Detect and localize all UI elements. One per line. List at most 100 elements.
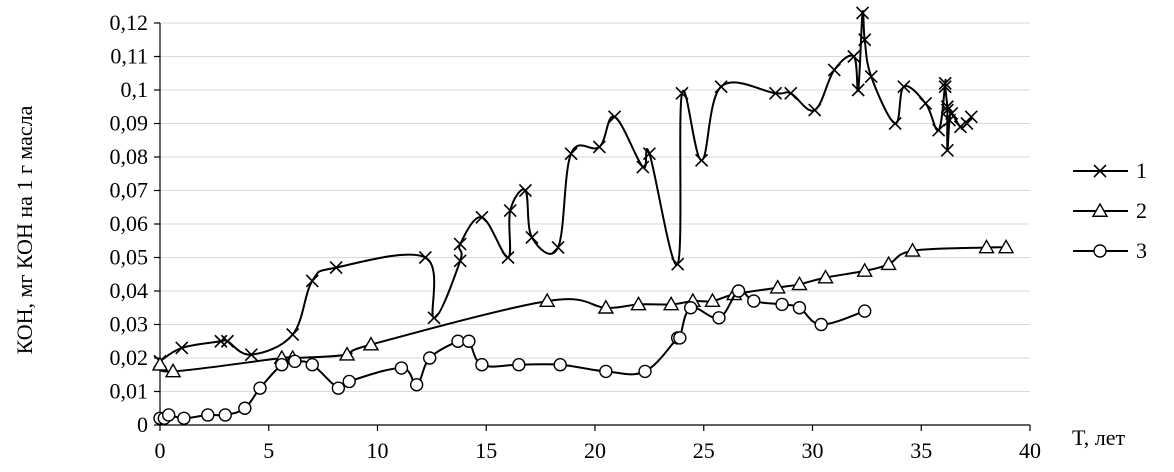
data-point-3 xyxy=(409,378,424,392)
legend-label: 2 xyxy=(1136,198,1147,223)
x-tick-label: 35 xyxy=(910,438,932,463)
series-1 xyxy=(153,6,978,368)
legend-layer: 1 2 3 xyxy=(1073,158,1147,263)
y-tick-label: 0,08 xyxy=(110,144,149,169)
data-point-1 xyxy=(427,311,441,325)
data-point-3 xyxy=(218,408,232,422)
data-point-1 xyxy=(220,334,234,348)
data-point-1 xyxy=(453,237,467,251)
y-tick-label: 0,01 xyxy=(110,379,149,404)
y-tick-label: 0,02 xyxy=(110,345,149,370)
x-axis-title: T, лет xyxy=(1072,425,1126,450)
x-tick-label: 10 xyxy=(367,438,389,463)
data-point-3 xyxy=(177,411,191,425)
data-point-1 xyxy=(286,327,300,342)
y-tick-label: 0,07 xyxy=(110,178,149,203)
x-tick-label: 5 xyxy=(263,438,274,463)
data-point-1 xyxy=(960,116,974,131)
data-point-1 xyxy=(329,260,343,275)
data-point-1 xyxy=(525,230,539,244)
data-point-3 xyxy=(275,358,289,372)
data-point-1 xyxy=(938,80,952,94)
data-point-3 xyxy=(684,301,698,315)
x-tick-label: 15 xyxy=(475,438,497,463)
x-tick-label: 20 xyxy=(584,438,606,463)
data-point-2 xyxy=(791,275,808,291)
data-point-1 xyxy=(453,254,467,268)
data-point-2 xyxy=(362,336,380,351)
data-point-3 xyxy=(731,284,746,298)
x-tick-label: 40 xyxy=(1019,438,1041,463)
data-point-1 xyxy=(551,240,565,255)
data-point-3 xyxy=(238,401,252,415)
series-line-3 xyxy=(159,289,866,420)
legend-marker xyxy=(1093,164,1107,178)
legend-label: 1 xyxy=(1136,158,1147,183)
data-point-1 xyxy=(938,76,952,90)
data-point-1 xyxy=(953,120,967,134)
data-point-3 xyxy=(747,294,761,308)
series-line-2 xyxy=(158,246,1007,373)
data-point-1 xyxy=(768,86,783,100)
data-point-3 xyxy=(161,408,176,422)
data-point-3 xyxy=(792,301,807,315)
data-point-3 xyxy=(342,374,356,389)
data-point-1 xyxy=(671,257,685,271)
data-point-1 xyxy=(714,80,728,94)
data-point-1 xyxy=(945,106,959,121)
legend-item-2: 2 xyxy=(1073,198,1147,223)
data-point-2 xyxy=(880,255,897,271)
data-point-1 xyxy=(932,123,946,137)
data-point-3 xyxy=(712,311,726,325)
data-point-1 xyxy=(919,96,933,110)
series-line-1 xyxy=(159,10,973,363)
data-point-2 xyxy=(997,239,1015,254)
data-point-3 xyxy=(423,351,437,365)
data-point-3 xyxy=(553,358,567,372)
data-point-2 xyxy=(978,239,995,254)
y-axis-title: КОН, мг КОН на 1 г масла xyxy=(12,105,37,354)
y-tick-label: 0 xyxy=(137,412,148,437)
data-point-1 xyxy=(608,110,622,124)
legend-marker xyxy=(1093,244,1107,258)
data-point-2 xyxy=(538,292,556,307)
data-point-2 xyxy=(904,242,921,257)
data-point-2 xyxy=(338,346,356,361)
data-point-2 xyxy=(151,356,169,371)
y-tick-label: 0,1 xyxy=(121,77,149,102)
data-point-1 xyxy=(940,100,954,114)
legend-item-3: 3 xyxy=(1073,238,1147,263)
data-point-1 xyxy=(592,140,606,154)
data-point-1 xyxy=(518,183,532,198)
data-point-2 xyxy=(769,279,786,294)
data-point-1 xyxy=(501,250,515,265)
legend-marker xyxy=(1091,202,1109,217)
legend-item-1: 1 xyxy=(1073,158,1147,183)
x-tick-label: 25 xyxy=(693,438,715,463)
data-point-1 xyxy=(675,86,689,100)
data-point-3 xyxy=(599,364,613,379)
data-point-1 xyxy=(855,6,870,20)
data-point-2 xyxy=(662,295,680,311)
data-point-1 xyxy=(940,143,954,157)
x-tick-label: 0 xyxy=(155,438,166,463)
series-layer xyxy=(151,6,1015,425)
data-point-1 xyxy=(858,33,872,47)
data-point-3 xyxy=(288,354,302,369)
data-point-2 xyxy=(856,262,873,277)
data-point-3 xyxy=(638,364,652,379)
data-point-2 xyxy=(597,299,615,314)
data-point-3 xyxy=(512,358,526,372)
data-point-3 xyxy=(475,358,489,372)
data-point-2 xyxy=(630,295,647,311)
data-point-2 xyxy=(164,362,182,378)
data-point-1 xyxy=(808,103,822,117)
data-point-1 xyxy=(897,80,911,94)
data-point-1 xyxy=(851,83,865,97)
data-point-1 xyxy=(964,110,978,124)
data-point-1 xyxy=(888,116,902,131)
x-tick-label: 30 xyxy=(802,438,824,463)
y-tick-label: 0,12 xyxy=(110,10,149,35)
data-point-3 xyxy=(858,304,872,318)
axes-layer: 0 0,01 0,02 0,03 0,04 0,05 0,06 0,07 0,08 0,09 0,1… xyxy=(110,10,1042,463)
